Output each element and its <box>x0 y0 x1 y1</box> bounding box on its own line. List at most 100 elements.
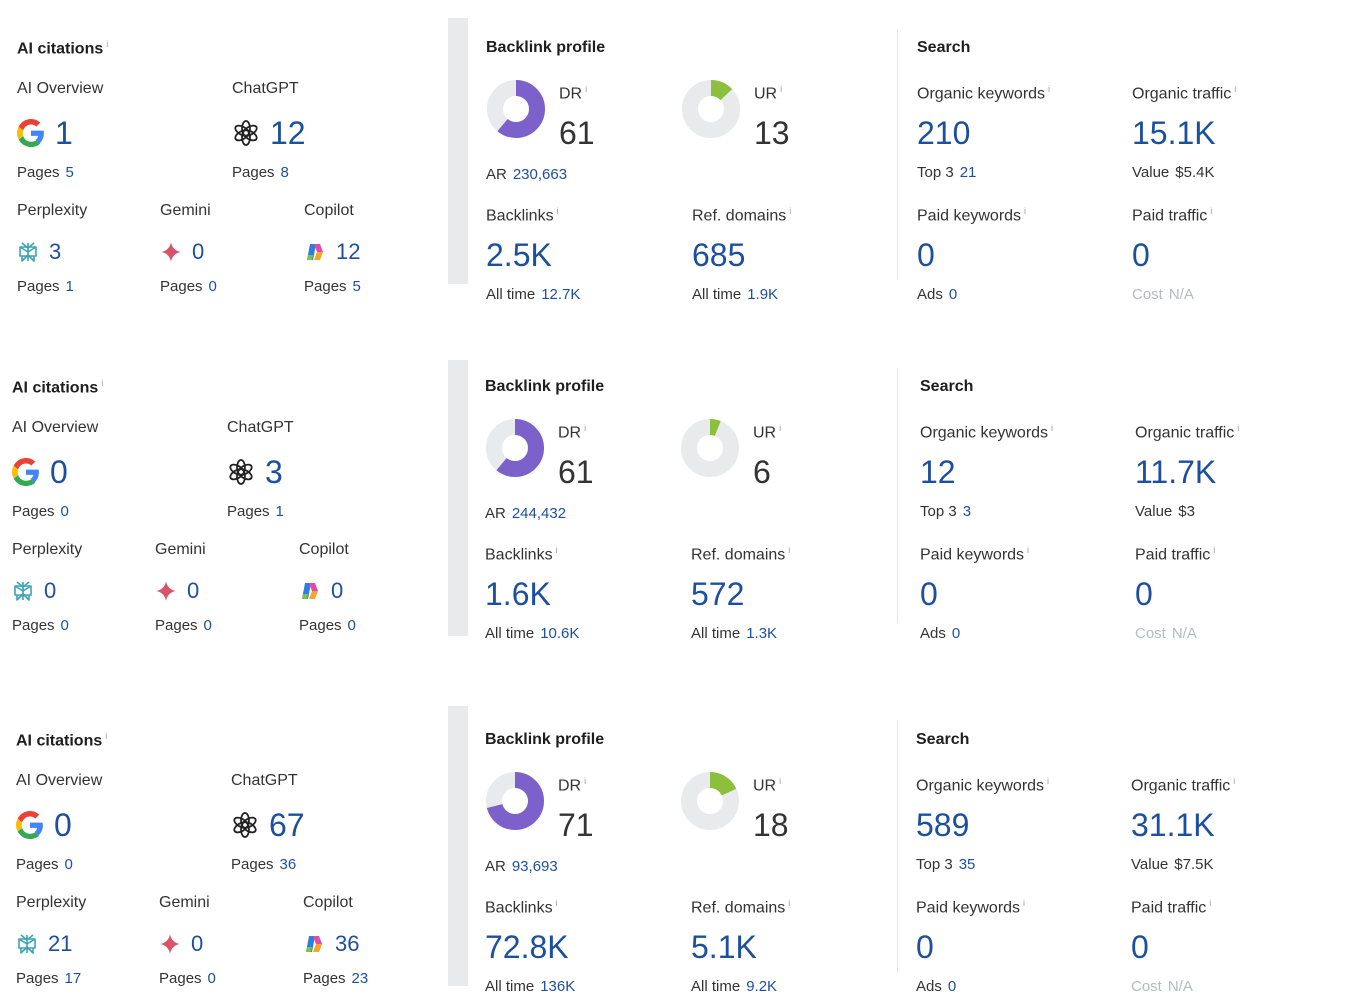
info-icon[interactable]: i <box>779 776 782 786</box>
top3-value[interactable]: 21 <box>959 164 977 181</box>
info-icon[interactable]: i <box>585 84 588 94</box>
ref-domains-alltime-value[interactable]: 1.9K <box>747 286 779 303</box>
paid-traffic-value[interactable]: 0 <box>1131 929 1149 965</box>
ai-overview-metric[interactable]: AI Overview 1 Pages 5 <box>17 79 103 183</box>
dr-metric[interactable]: DR i 61 <box>558 418 594 492</box>
backlinks-value[interactable]: 2.5K <box>486 237 552 273</box>
chatgpt-pages-value[interactable]: 1 <box>275 503 284 520</box>
paid-keywords-metric[interactable]: Paid keywords i 0 Ads 0 <box>916 893 1025 997</box>
ai-overview-metric[interactable]: AI Overview 0 Pages 0 <box>16 771 102 875</box>
dr-metric[interactable]: DR i 71 <box>558 771 594 845</box>
organic-traffic-metric[interactable]: Organic traffic i 15.1K Value $5.4K <box>1132 79 1236 183</box>
paid-keywords-metric[interactable]: Paid keywords i 0 Ads 0 <box>920 540 1029 644</box>
ref-domains-value[interactable]: 685 <box>692 237 746 273</box>
ur-metric[interactable]: UR i 6 <box>753 418 781 492</box>
ai-overview-pages-value[interactable]: 0 <box>60 503 69 520</box>
info-icon[interactable]: i <box>584 423 587 433</box>
info-icon[interactable]: i <box>1048 84 1051 94</box>
info-icon[interactable]: i <box>1024 206 1027 216</box>
info-icon[interactable]: i <box>106 39 109 49</box>
ur-metric[interactable]: UR i 18 <box>753 771 789 845</box>
ref-domains-alltime-value[interactable]: 1.3K <box>746 625 778 642</box>
info-icon[interactable]: i <box>1233 776 1236 786</box>
top3-value[interactable]: 3 <box>962 503 972 520</box>
ai-overview-pages-value[interactable]: 0 <box>64 856 73 873</box>
copilot-value[interactable]: 0 <box>331 578 344 603</box>
ads-value[interactable]: 0 <box>947 978 957 995</box>
info-icon[interactable]: i <box>555 545 558 555</box>
chatgpt-pages-value[interactable]: 36 <box>279 856 297 873</box>
backlinks-alltime-value[interactable]: 136K <box>540 978 576 995</box>
copilot-value[interactable]: 12 <box>336 239 361 264</box>
organic-keywords-metric[interactable]: Organic keywords i 589 Top 3 35 <box>916 771 1049 875</box>
info-icon[interactable]: i <box>1234 84 1237 94</box>
copilot-pages-value[interactable]: 23 <box>351 970 369 987</box>
ar-value[interactable]: 230,663 <box>512 166 568 183</box>
info-icon[interactable]: i <box>584 776 587 786</box>
info-icon[interactable]: i <box>779 423 782 433</box>
paid-keywords-value[interactable]: 0 <box>916 929 934 965</box>
perplexity-pages-value[interactable]: 1 <box>65 278 74 295</box>
organic-traffic-metric[interactable]: Organic traffic i 31.1K Value $7.5K <box>1131 771 1235 875</box>
info-icon[interactable]: i <box>780 84 783 94</box>
copilot-pages-value[interactable]: 5 <box>352 278 361 295</box>
info-icon[interactable]: i <box>789 206 792 216</box>
gemini-pages-value[interactable]: 0 <box>207 970 216 987</box>
ai-overview-value[interactable]: 1 <box>55 115 73 151</box>
ar-value[interactable]: 93,693 <box>511 858 558 875</box>
ref-domains-value[interactable]: 572 <box>691 576 745 612</box>
ar-value[interactable]: 244,432 <box>511 505 567 522</box>
backlinks-value[interactable]: 1.6K <box>485 576 551 612</box>
info-icon[interactable]: i <box>1209 898 1212 908</box>
ref-domains-metric[interactable]: Ref. domains i 572 All time 1.3K <box>691 540 790 644</box>
chatgpt-metric[interactable]: ChatGPT <box>231 771 305 875</box>
copilot-metric[interactable]: Copilot 0 Pages 0 <box>299 540 356 636</box>
gemini-value[interactable]: 0 <box>192 239 205 264</box>
info-icon[interactable]: i <box>105 731 108 741</box>
paid-traffic-value[interactable]: 0 <box>1132 237 1150 273</box>
info-icon[interactable]: i <box>1027 545 1030 555</box>
backlinks-metric[interactable]: Backlinks i 72.8K All time 136K <box>485 893 575 997</box>
top3-value[interactable]: 35 <box>958 856 976 873</box>
backlinks-metric[interactable]: Backlinks i 2.5K All time 12.7K <box>486 201 580 305</box>
ref-domains-alltime-value[interactable]: 9.2K <box>746 978 778 995</box>
ai-overview-pages-value[interactable]: 5 <box>65 164 74 181</box>
copilot-metric[interactable]: Copilot 12 Pages 5 <box>304 201 361 297</box>
info-icon[interactable]: i <box>1023 898 1026 908</box>
chatgpt-pages-value[interactable]: 8 <box>280 164 289 181</box>
organic-keywords-value[interactable]: 210 <box>917 115 971 151</box>
ref-domains-value[interactable]: 5.1K <box>691 929 757 965</box>
copilot-value[interactable]: 36 <box>335 931 360 956</box>
perplexity-value[interactable]: 0 <box>44 578 57 603</box>
info-icon[interactable]: i <box>1210 206 1213 216</box>
perplexity-metric[interactable]: Perplexity 21 Pages 17 <box>16 893 86 989</box>
perplexity-pages-value[interactable]: 0 <box>60 617 69 634</box>
organic-keywords-metric[interactable]: Organic keywords i 210 Top 3 21 <box>917 79 1050 183</box>
organic-keywords-value[interactable]: 589 <box>916 807 970 843</box>
paid-traffic-metric[interactable]: Paid traffic i 0 Cost N/A <box>1132 201 1212 305</box>
paid-keywords-value[interactable]: 0 <box>917 237 935 273</box>
chatgpt-value[interactable]: 67 <box>269 807 305 843</box>
info-icon[interactable]: i <box>556 206 559 216</box>
ur-metric[interactable]: UR i 13 <box>754 79 790 153</box>
perplexity-value[interactable]: 3 <box>49 239 62 264</box>
chatgpt-value[interactable]: 12 <box>270 115 306 151</box>
organic-keywords-value[interactable]: 12 <box>920 454 956 490</box>
gemini-metric[interactable]: Gemini 0 Pages 0 <box>155 540 212 636</box>
paid-traffic-metric[interactable]: Paid traffic i 0 Cost N/A <box>1135 540 1215 644</box>
gemini-metric[interactable]: Gemini 0 Pages 0 <box>159 893 216 989</box>
ads-value[interactable]: 0 <box>948 286 958 303</box>
copilot-pages-value[interactable]: 0 <box>347 617 356 634</box>
backlinks-metric[interactable]: Backlinks i 1.6K All time 10.6K <box>485 540 579 644</box>
chatgpt-metric[interactable]: ChatGPT <box>232 79 306 183</box>
ai-overview-metric[interactable]: AI Overview 0 Pages 0 <box>12 418 98 522</box>
info-icon[interactable]: i <box>1237 423 1240 433</box>
ai-overview-value[interactable]: 0 <box>50 454 68 490</box>
dr-metric[interactable]: DR i 61 <box>559 79 595 153</box>
organic-keywords-metric[interactable]: Organic keywords i 12 Top 3 3 <box>920 418 1053 522</box>
backlinks-alltime-value[interactable]: 12.7K <box>541 286 581 303</box>
backlinks-value[interactable]: 72.8K <box>485 929 569 965</box>
ai-overview-value[interactable]: 0 <box>54 807 72 843</box>
info-icon[interactable]: i <box>1047 776 1050 786</box>
paid-traffic-value[interactable]: 0 <box>1135 576 1153 612</box>
